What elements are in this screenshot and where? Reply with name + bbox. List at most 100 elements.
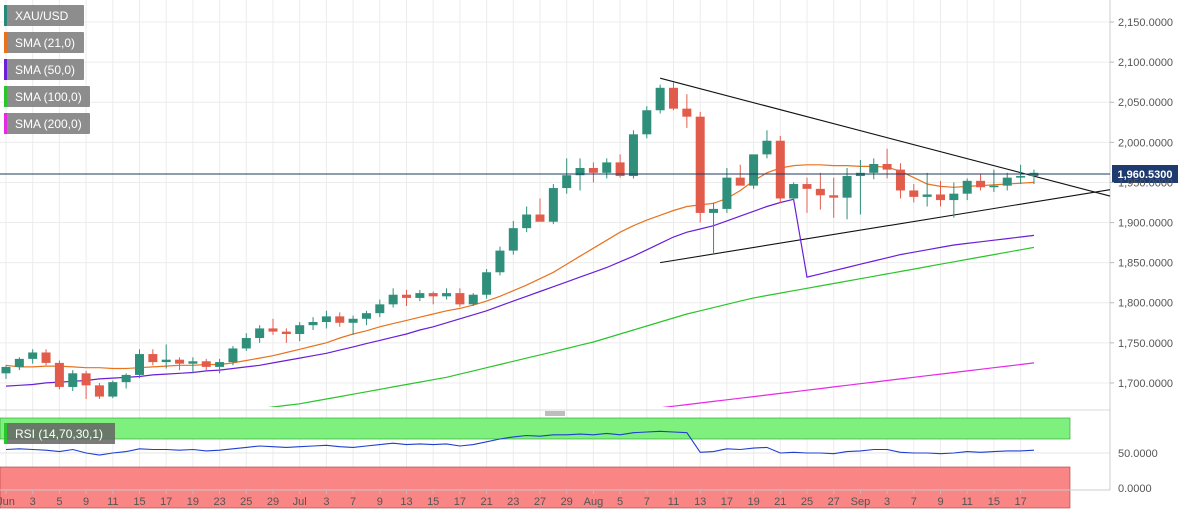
y-tick-label: 1,700.0000 [1118, 378, 1173, 390]
legend-item-xauusd[interactable]: XAU/USD [4, 5, 84, 26]
candle-body [642, 110, 652, 135]
legend-item-sma100[interactable]: SMA (100,0) [4, 86, 90, 107]
legend-swatch [4, 423, 7, 444]
candle-body [682, 108, 692, 117]
x-tick-label: 5 [56, 496, 62, 508]
y-tick-label: 2,050.0000 [1118, 97, 1173, 109]
x-tick-label: 27 [534, 496, 546, 508]
candle-body [562, 175, 572, 189]
candle-body [455, 293, 465, 305]
candle-body [815, 188, 825, 196]
candle-body [201, 361, 211, 367]
candle-body [588, 168, 598, 173]
x-tick-label: Jun [0, 496, 15, 508]
legend-swatch [4, 113, 7, 134]
x-tick-label: Jul [293, 496, 307, 508]
candle-body [695, 116, 705, 213]
x-tick-label: 25 [240, 496, 252, 508]
candle-body [335, 316, 345, 323]
x-tick-label: 17 [1014, 496, 1026, 508]
candle-body [655, 87, 665, 111]
candle-body [949, 193, 959, 201]
x-tick-label: 3 [884, 496, 890, 508]
candle-body [722, 177, 732, 209]
candle-body [762, 140, 772, 155]
y-tick-label: 1,800.0000 [1118, 298, 1173, 310]
candle-body [14, 358, 24, 367]
y-tick-label: 1,900.0000 [1118, 218, 1173, 230]
legend-item-sma50[interactable]: SMA (50,0) [4, 59, 84, 80]
x-tick-label: 13 [694, 496, 706, 508]
candle-body [148, 354, 158, 363]
candle-body [495, 250, 505, 273]
candle-body [548, 188, 558, 222]
candle-body [602, 162, 612, 173]
chart-legend: XAU/USD SMA (21,0) SMA (50,0) SMA (100,0… [4, 5, 90, 140]
legend-label: SMA (200,0) [15, 116, 82, 131]
sma200-line [661, 362, 1035, 407]
x-tick-label: 11 [107, 496, 118, 508]
x-tick-label: 9 [937, 496, 943, 508]
x-tick-label: 17 [454, 496, 466, 508]
x-tick-label: 21 [480, 496, 492, 508]
legend-item-sma200[interactable]: SMA (200,0) [4, 113, 90, 134]
candle-body [882, 163, 892, 170]
rsi-line [5, 430, 1035, 456]
candle-body [375, 304, 385, 314]
rsi-y-tick-label: 50.0000 [1118, 448, 1158, 460]
legend-item-sma21[interactable]: SMA (21,0) [4, 32, 84, 53]
y-tick-label: 1,950.0000 [1118, 177, 1173, 189]
candle-body [361, 313, 371, 319]
candle-body [922, 194, 932, 197]
x-tick-label: 15 [133, 496, 145, 508]
candle-body [188, 361, 198, 364]
candle-body [442, 293, 452, 297]
y-tick-label: 1,850.0000 [1118, 258, 1173, 270]
rsi-legend-item[interactable]: RSI (14,70,30,1) [4, 423, 116, 444]
candle-body [175, 359, 185, 364]
x-tick-label: 7 [911, 496, 917, 508]
candle-body [255, 328, 265, 339]
candle-body [735, 177, 745, 186]
candle-body [628, 134, 638, 177]
panel-resize-handle [545, 411, 565, 416]
candle-body [108, 382, 118, 397]
candle-body [428, 293, 438, 297]
candle-body [94, 385, 104, 397]
candle-body [522, 214, 532, 229]
x-tick-label: 27 [828, 496, 840, 508]
x-tick-label: 19 [187, 496, 199, 508]
candle-body [321, 316, 331, 322]
x-tick-label: 9 [83, 496, 89, 508]
candle-body [962, 180, 972, 194]
legend-swatch [4, 5, 7, 26]
candle-body [215, 362, 225, 367]
x-tick-label: Aug [584, 496, 604, 508]
candle-body [842, 176, 852, 198]
candle-body [121, 374, 131, 383]
candle-body [936, 194, 945, 201]
x-tick-label: 7 [350, 496, 356, 508]
x-tick-label: 21 [774, 496, 786, 508]
candle-body [68, 373, 78, 387]
x-tick-label: 15 [988, 496, 1000, 508]
x-tick-label: 13 [400, 496, 412, 508]
x-tick-label: 23 [213, 496, 225, 508]
candle-body [81, 373, 91, 386]
sma50-line [5, 198, 1035, 387]
candle-body [1002, 177, 1012, 186]
x-tick-label: 25 [801, 496, 813, 508]
candle-body [802, 184, 812, 189]
candle-body [1016, 176, 1026, 178]
candle-body [989, 185, 999, 188]
candle-body [161, 359, 171, 363]
y-tick-label: 2,000.0000 [1118, 137, 1173, 149]
candle-body [228, 348, 238, 363]
candle-body [749, 154, 759, 186]
legend-swatch [4, 86, 7, 107]
rsi-legend-label: RSI (14,70,30,1) [15, 426, 104, 441]
x-tick-label: 3 [30, 496, 36, 508]
last-price-tag [1112, 164, 1178, 183]
